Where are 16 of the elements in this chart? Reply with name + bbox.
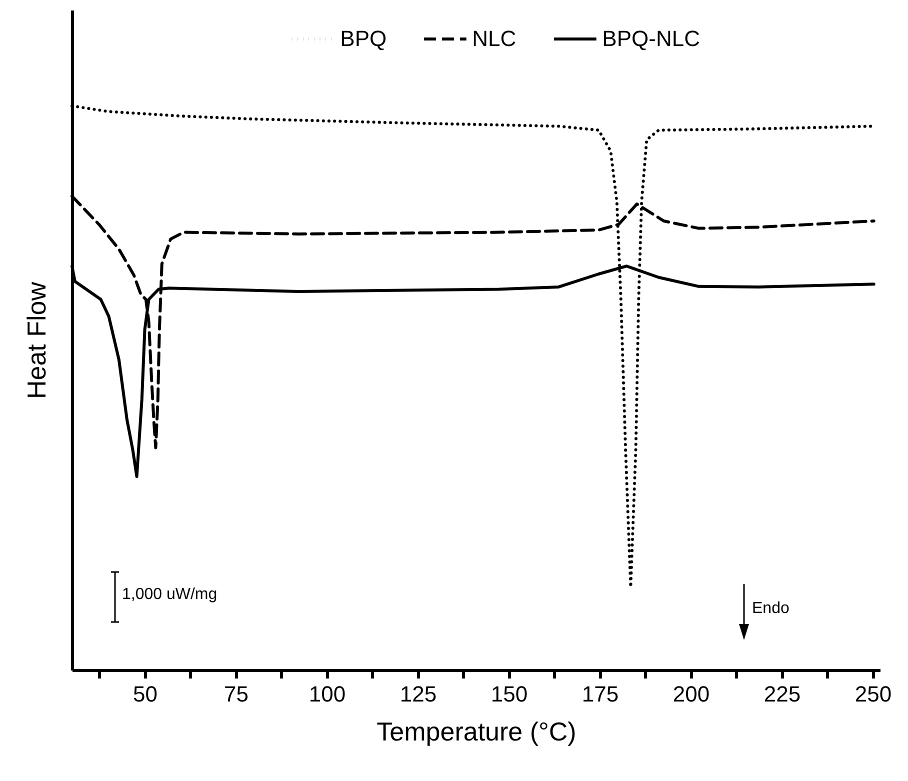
- x-tick-label: 150: [490, 682, 528, 706]
- x-tick-label: 250: [854, 682, 892, 706]
- legend-label: NLC: [472, 26, 516, 51]
- x-tick-label: 50: [133, 682, 158, 706]
- legend-label: BPQ: [340, 26, 387, 51]
- x-axis-title: Temperature (°C): [376, 716, 576, 746]
- x-tick-label: 225: [764, 682, 801, 706]
- x-tick-label: 200: [672, 682, 710, 706]
- y-axis-title: Heat Flow: [22, 282, 52, 400]
- annotation: Endo: [752, 600, 790, 618]
- x-tick-label: 125: [400, 682, 437, 706]
- x-tick-label: 100: [308, 682, 346, 706]
- annotation: 1,000 uW/mg: [122, 586, 218, 604]
- x-tick-label: 75: [224, 682, 249, 706]
- x-tick-label: 175: [582, 682, 619, 706]
- legend-label: BPQ-NLC: [602, 26, 700, 51]
